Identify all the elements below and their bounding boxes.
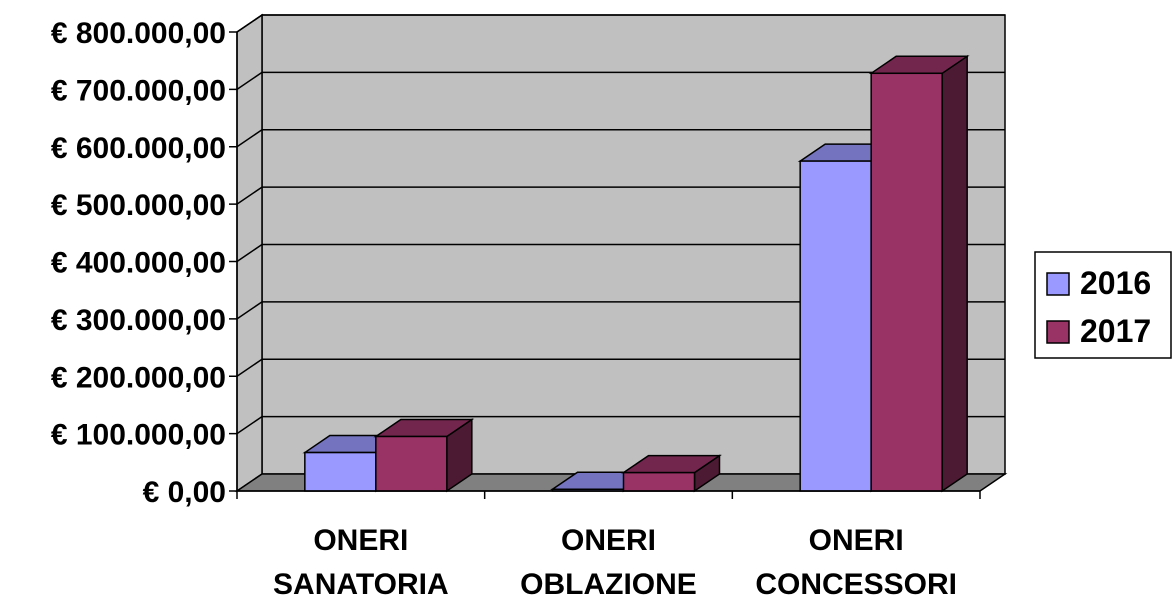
bar-front (622, 471, 696, 492)
bar-2017 (868, 54, 970, 493)
y-tick-label: € 0,00 (143, 476, 226, 509)
gridline (236, 129, 1005, 148)
gridline (236, 243, 1005, 263)
gridline (236, 71, 1005, 90)
bar-front (799, 160, 872, 492)
gridline (236, 301, 1005, 320)
gridline (236, 14, 1005, 33)
legend-swatch (1046, 320, 1070, 344)
x-category-label: ONERI CONCESSORI (755, 524, 957, 601)
bar-front (375, 435, 448, 492)
legend: 2016 2017 (1034, 251, 1172, 359)
bar-front (870, 72, 943, 492)
y-tick-label: € 300.000,00 (51, 304, 226, 337)
x-axis: ONERI SANATORIA ONERI OBLAZIONE ONERI CONCESS… (236, 490, 981, 601)
bar-front (304, 451, 377, 492)
y-tick-label: € 100.000,00 (51, 419, 226, 452)
gridline (236, 358, 1005, 377)
legend-label: 2016 (1080, 265, 1151, 301)
legend-label: 2017 (1080, 313, 1151, 349)
x-category-label: ONERI SANATORIA (273, 524, 449, 601)
bar-2017 (621, 454, 722, 493)
y-axis: € 0,00 € 100.000,00 € 200.000,00 € 300.000,… (51, 17, 238, 509)
gridline (236, 186, 1005, 205)
bar-2017 (373, 418, 475, 493)
bar-side (941, 54, 968, 493)
x-category-label: ONERI OBLAZIONE (520, 524, 697, 601)
y-tick-label: € 800.000,00 (51, 17, 226, 50)
gridline (236, 415, 1005, 435)
y-tick-label: € 600.000,00 (51, 132, 226, 165)
y-tick-label: € 500.000,00 (51, 189, 226, 222)
legend-swatch (1046, 272, 1070, 296)
bars (302, 54, 970, 493)
y-tick-label: € 700.000,00 (51, 74, 226, 107)
y-tick-label: € 200.000,00 (51, 361, 226, 394)
y-tick-label: € 400.000,00 (51, 247, 226, 280)
gridlines (236, 14, 1005, 435)
